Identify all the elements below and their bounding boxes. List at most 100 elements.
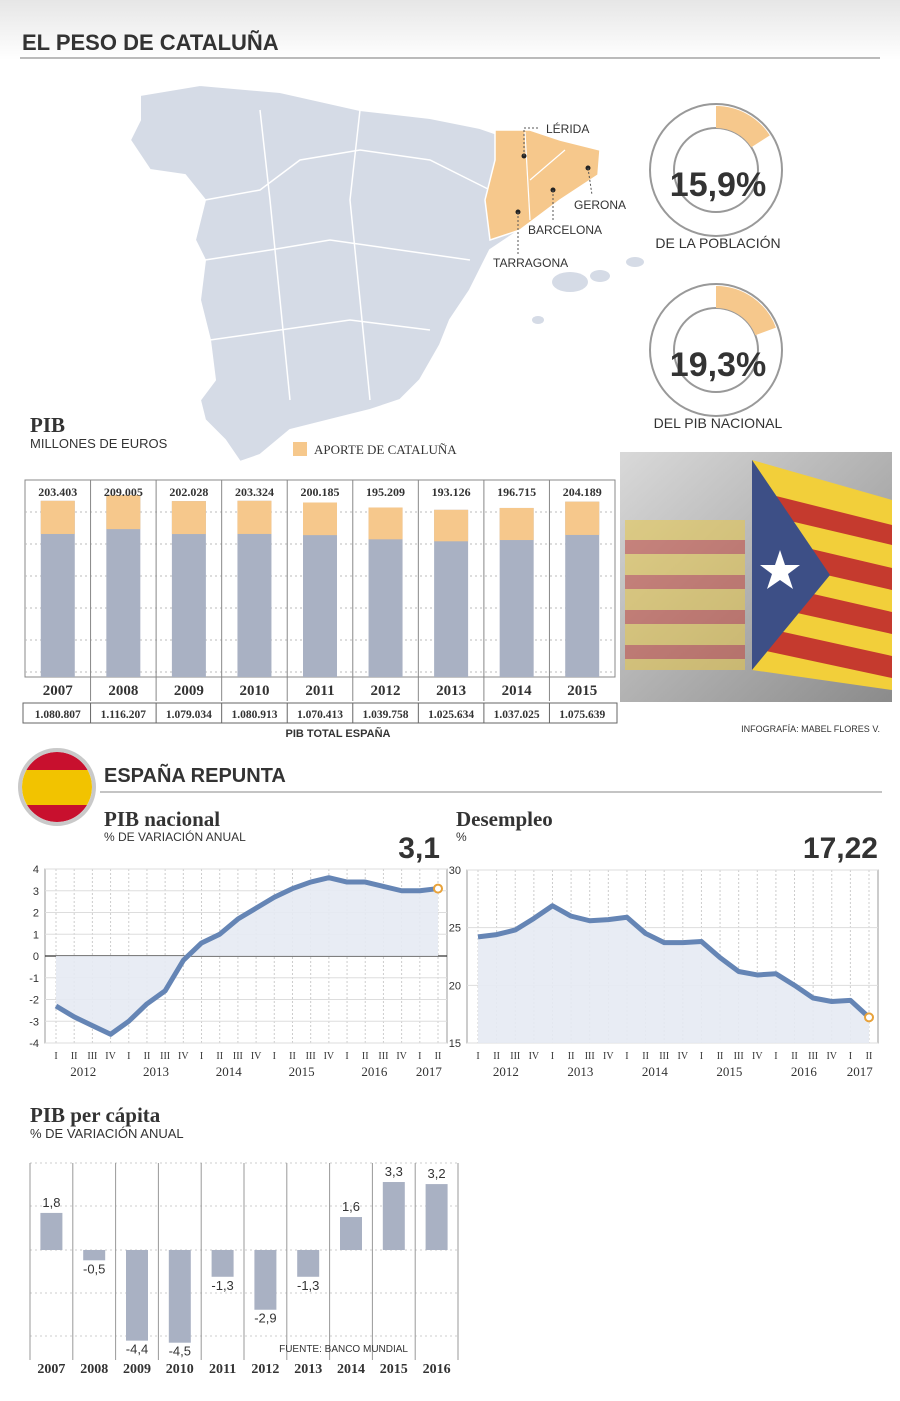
credit: INFOGRAFÍA: MABEL FLORES V. bbox=[741, 724, 880, 734]
bar-value-label: -4,5 bbox=[169, 1344, 191, 1359]
y-tick-label: 25 bbox=[449, 923, 461, 935]
x-tick-label: I bbox=[418, 1051, 421, 1062]
year-label: 2017 bbox=[847, 1064, 874, 1079]
bar-cataluna bbox=[434, 509, 469, 542]
bar-value-label: -1,3 bbox=[211, 1278, 233, 1293]
chart-title: Desempleo bbox=[456, 807, 553, 831]
y-tick-label: 4 bbox=[33, 864, 39, 876]
x-tick-label: II bbox=[568, 1051, 575, 1062]
x-tick-label: III bbox=[233, 1051, 243, 1062]
x-tick-label: III bbox=[585, 1051, 595, 1062]
spain-flag bbox=[22, 752, 92, 822]
x-tick-label: 2013 bbox=[436, 683, 466, 699]
map-label: TARRAGONA bbox=[493, 256, 568, 270]
flag-star bbox=[760, 550, 800, 589]
x-tick-label: I bbox=[200, 1051, 203, 1062]
x-tick-label: II bbox=[717, 1051, 724, 1062]
x-tick-label: II bbox=[642, 1051, 649, 1062]
x-tick-label: I bbox=[54, 1051, 57, 1062]
x-tick-label: III bbox=[510, 1051, 520, 1062]
bar-value-label: 3,3 bbox=[385, 1164, 403, 1179]
map-label: BARCELONA bbox=[528, 223, 602, 237]
bar bbox=[40, 1212, 63, 1250]
bar-cataluna bbox=[171, 501, 206, 535]
bar-cataluna bbox=[565, 501, 600, 535]
x-tick-label: II bbox=[791, 1051, 798, 1062]
flag-stripe bbox=[625, 610, 745, 624]
x-tick-label: II bbox=[71, 1051, 78, 1062]
x-tick-label: 2012 bbox=[251, 1362, 279, 1377]
map-border bbox=[204, 149, 491, 201]
photo bbox=[620, 452, 892, 702]
x-tick-label: III bbox=[808, 1051, 818, 1062]
x-tick-label: 2007 bbox=[37, 1362, 65, 1377]
year-label: 2016 bbox=[791, 1064, 818, 1079]
year-label: 2014 bbox=[642, 1064, 669, 1079]
map-leader bbox=[523, 127, 540, 156]
legend-label: APORTE DE CATALUÑA bbox=[314, 442, 457, 457]
map-border bbox=[259, 109, 291, 401]
flag-stripe bbox=[752, 490, 892, 545]
bar-value-label: -4,4 bbox=[126, 1342, 148, 1357]
x-tick-label: II bbox=[289, 1051, 296, 1062]
donut-caption: DE LA POBLACIÓN bbox=[655, 235, 780, 251]
bar-value-label: 196.715 bbox=[497, 485, 536, 499]
bar bbox=[126, 1250, 148, 1341]
bar-value-label: -0,5 bbox=[83, 1261, 105, 1276]
x-tick-label: 2011 bbox=[305, 683, 334, 699]
bar bbox=[297, 1250, 320, 1277]
y-tick-label: 1 bbox=[33, 929, 39, 941]
bar-value-label: 203.403 bbox=[38, 485, 77, 499]
year-label: 2012 bbox=[70, 1064, 96, 1079]
bar-cataluna bbox=[499, 507, 534, 541]
bar-value-label: 202.028 bbox=[169, 485, 208, 499]
y-tick-label: 30 bbox=[449, 865, 461, 877]
x-tick-label: IV bbox=[752, 1051, 763, 1062]
table-value: 1.070.413 bbox=[297, 709, 343, 721]
map-island bbox=[626, 257, 644, 267]
x-tick-label: II bbox=[493, 1051, 500, 1062]
flag-stripe bbox=[625, 645, 745, 659]
bar-value-label: 200.185 bbox=[301, 485, 340, 499]
x-tick-label: IV bbox=[251, 1051, 262, 1062]
bar-value-label: -1,3 bbox=[297, 1278, 319, 1293]
bar-value-label: 1,8 bbox=[42, 1195, 60, 1210]
line bbox=[54, 875, 439, 1037]
bar bbox=[83, 1250, 106, 1261]
x-tick-label: 2009 bbox=[174, 683, 204, 699]
bar-cataluna bbox=[40, 500, 75, 534]
bar bbox=[382, 1182, 405, 1250]
x-tick-label: IV bbox=[324, 1051, 335, 1062]
donut-value: 15,9% bbox=[670, 166, 766, 204]
bar-value-label: 209.005 bbox=[104, 485, 143, 499]
x-tick-label: 2007 bbox=[43, 683, 74, 699]
flag-yellow bbox=[22, 770, 92, 805]
x-tick-label: II bbox=[435, 1051, 442, 1062]
x-tick-label: I bbox=[625, 1051, 628, 1062]
map-border bbox=[524, 131, 531, 221]
table-value: 1.075.639 bbox=[559, 709, 605, 721]
x-tick-label: 2009 bbox=[123, 1362, 151, 1377]
header-title: EL PESO DE CATALUÑA bbox=[22, 30, 279, 55]
spain-flag-ring bbox=[18, 748, 96, 826]
map-leader bbox=[587, 167, 593, 196]
year-label: 2013 bbox=[143, 1064, 169, 1079]
x-tick-label: 2014 bbox=[337, 1362, 365, 1377]
map-border bbox=[209, 319, 431, 341]
table-value: 1.080.913 bbox=[231, 709, 277, 721]
bar-value-label: 3,2 bbox=[428, 1166, 446, 1181]
x-tick-label: III bbox=[87, 1051, 97, 1062]
flag-stripe bbox=[752, 625, 892, 678]
table-value: 1.025.634 bbox=[428, 709, 474, 721]
x-tick-label: 2010 bbox=[166, 1362, 194, 1377]
bar-value-label: 1,6 bbox=[342, 1199, 360, 1214]
map-label: GERONA bbox=[574, 198, 626, 212]
highlight-point bbox=[433, 883, 443, 894]
legend-swatch bbox=[293, 442, 307, 456]
highlight-label: 17,22 bbox=[803, 832, 878, 865]
x-tick-label: 2012 bbox=[371, 683, 401, 699]
x-tick-label: II bbox=[216, 1051, 223, 1062]
table-caption: PIB TOTAL ESPAÑA bbox=[286, 727, 391, 740]
flag-stripe bbox=[625, 575, 745, 589]
